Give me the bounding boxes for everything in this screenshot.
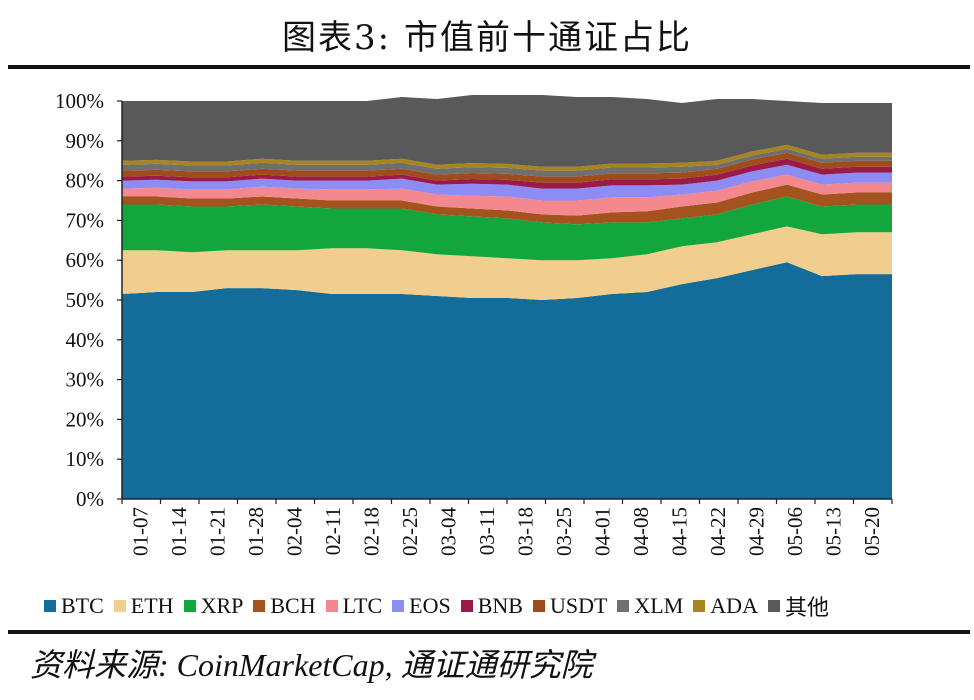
area-ltc [122, 174, 892, 216]
x-tick-label: 02-04 [282, 507, 306, 556]
legend-label: EOS [409, 593, 451, 618]
area-btc [122, 262, 892, 499]
legend-item-ada: ADA [693, 593, 758, 619]
x-tick-label: 04-01 [590, 507, 614, 556]
legend-item-other: 其他 [767, 590, 829, 622]
x-tick-label: 05-20 [860, 507, 884, 556]
x-tick-label: 04-08 [629, 507, 653, 556]
legend-item-xrp: XRP [183, 593, 244, 619]
legend-swatch [617, 600, 630, 612]
y-tick-label: 90% [66, 129, 105, 153]
page-title: 图表3: 市值前十通证占比 [282, 18, 692, 58]
x-tick-label: 04-22 [706, 507, 730, 556]
x-tick-label: 05-06 [783, 507, 807, 556]
legend-swatch [44, 600, 56, 612]
area-usdt [122, 152, 892, 183]
x-tick-label: 04-29 [744, 507, 768, 556]
legend-label: BTC [61, 593, 104, 618]
area-eth [122, 226, 892, 300]
legend-label: XLM [634, 593, 684, 618]
legend-swatch [325, 600, 338, 612]
area-bnb [122, 158, 892, 189]
legend-item-eth: ETH [113, 593, 174, 619]
legend-item-ltc: LTC [325, 593, 383, 619]
legend-item-usdt: USDT [532, 593, 608, 619]
legend-swatch [253, 600, 266, 612]
source-note: 资料来源: CoinMarketCap, 通证通研究院 [30, 647, 593, 683]
x-tick-label: 01-21 [205, 507, 229, 556]
legend-label: ETH [130, 593, 174, 618]
area-other [122, 95, 892, 167]
bottom-rule [8, 630, 970, 634]
x-tick-label: 02-18 [359, 507, 383, 556]
area-xlm [122, 148, 892, 177]
y-tick-label: 0% [76, 487, 104, 511]
legend-label: LTC [342, 593, 383, 618]
legend-label: BCH [270, 593, 316, 618]
y-tick-label: 30% [66, 368, 105, 392]
legend-swatch [183, 600, 196, 612]
x-tick-label: 03-11 [475, 507, 499, 555]
area-ada [122, 144, 892, 171]
legend-item-bnb: BNB [460, 593, 523, 619]
x-tick-label: 01-28 [244, 507, 268, 556]
y-tick-label: 70% [66, 208, 105, 232]
area-xrp [122, 196, 892, 261]
y-tick-label: 10% [66, 447, 105, 471]
y-tick-label: 100% [55, 89, 104, 113]
legend-item-bch: BCH [253, 593, 316, 619]
x-tick-label: 01-14 [167, 507, 191, 556]
x-tick-label: 04-15 [667, 507, 691, 556]
x-tick-label: 03-25 [552, 507, 576, 556]
axes-layer: 0% 10% 20% 30% 40% 50% 60% 70% 80% 90% 100% 01-07 01… [55, 89, 893, 556]
legend-label: ADA [710, 593, 758, 618]
x-tick-label: 02-11 [321, 507, 345, 555]
x-tick-label: 03-18 [513, 507, 537, 556]
area-layer [122, 95, 892, 499]
y-tick-label: 50% [66, 288, 105, 312]
area-bch [122, 184, 892, 225]
x-tick-label: 02-25 [398, 507, 422, 556]
x-tick-label: 03-04 [436, 507, 460, 556]
legend-swatch [693, 600, 706, 612]
legend-label: USDT [549, 593, 608, 618]
legend-item-btc: BTC [44, 593, 104, 619]
legend-label: BNB [477, 593, 523, 618]
legend-swatch [392, 600, 405, 612]
chart-legend: BTC ETH XRP BCH LTC EOS BNB USDT XLM ADA 其他 [44, 592, 944, 620]
top-rule [8, 65, 970, 69]
area-eos [122, 164, 892, 201]
legend-label: 其他 [784, 595, 829, 620]
x-tick-label: 05-13 [821, 507, 845, 556]
x-tick-label: 01-07 [128, 507, 152, 556]
legend-swatch [532, 600, 545, 612]
legend-label: XRP [200, 593, 244, 618]
y-tick-label: 20% [66, 407, 105, 431]
y-tick-label: 80% [66, 169, 105, 193]
legend-swatch [767, 600, 780, 612]
legend-item-xlm: XLM [617, 593, 683, 619]
legend-swatch [460, 600, 473, 612]
legend-swatch [113, 600, 126, 612]
legend-item-eos: EOS [392, 593, 451, 619]
y-tick-label: 60% [66, 248, 105, 272]
y-tick-label: 40% [66, 328, 105, 352]
